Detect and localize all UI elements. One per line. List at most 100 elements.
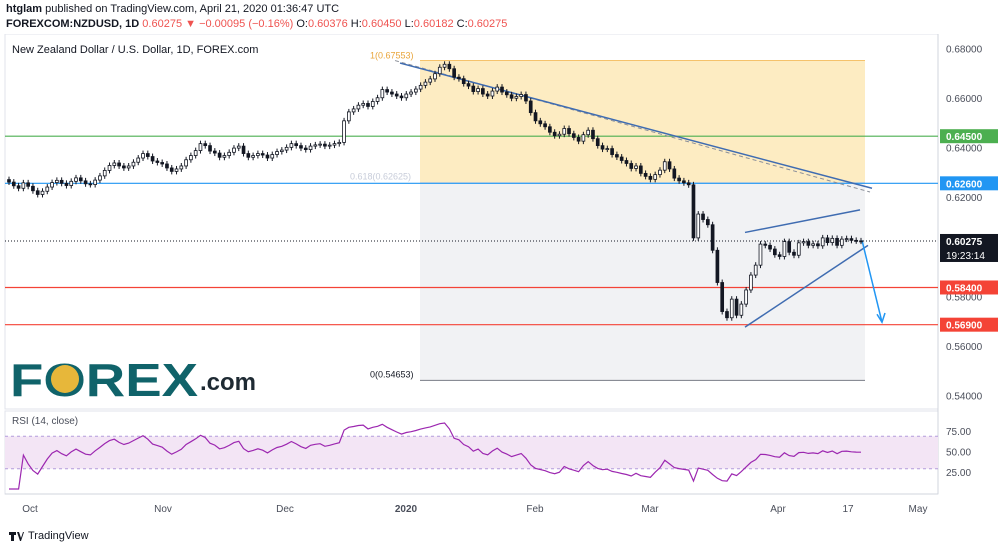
candle bbox=[98, 175, 102, 181]
candle bbox=[40, 190, 45, 195]
candle bbox=[629, 163, 634, 169]
candle bbox=[638, 165, 643, 174]
candle bbox=[806, 241, 811, 246]
candle bbox=[715, 249, 720, 283]
level-badge-label: 0.62600 bbox=[946, 179, 983, 190]
candle bbox=[624, 160, 629, 164]
candle bbox=[605, 148, 610, 150]
candle bbox=[414, 88, 418, 93]
candle bbox=[648, 175, 653, 180]
candle bbox=[495, 86, 500, 92]
candle bbox=[212, 150, 217, 154]
fib-label-1: 1(0.67553) bbox=[370, 50, 414, 60]
candle bbox=[595, 138, 600, 147]
open-label: O: bbox=[296, 18, 308, 30]
candle bbox=[773, 248, 777, 256]
low-label: L: bbox=[404, 18, 414, 30]
candle bbox=[691, 184, 696, 239]
candle bbox=[729, 298, 734, 319]
wedge-lower-line[interactable] bbox=[744, 244, 869, 328]
candle bbox=[777, 254, 782, 257]
candle bbox=[260, 153, 265, 156]
candle bbox=[725, 311, 729, 319]
candle bbox=[524, 94, 528, 102]
tradingview-brand[interactable]: TradingView bbox=[28, 530, 89, 542]
candle bbox=[184, 159, 188, 167]
candle bbox=[93, 179, 97, 185]
candle bbox=[174, 168, 179, 172]
symbol-info-line: FOREXCOM:NZDUSD, 1D 0.60275 ▼ −0.00095 (… bbox=[6, 18, 507, 30]
candle bbox=[437, 66, 442, 75]
projection-arrow bbox=[861, 240, 883, 323]
candle bbox=[126, 165, 131, 169]
author-name[interactable]: htglam bbox=[6, 3, 43, 15]
tradingview-footer: TradingView bbox=[8, 530, 89, 542]
descending-trendline[interactable] bbox=[399, 62, 873, 190]
publish-info: htglam published on TradingView.com, Apr… bbox=[6, 3, 339, 15]
candle bbox=[150, 156, 155, 162]
candle bbox=[337, 142, 342, 145]
candle bbox=[682, 180, 686, 184]
last-price-badge bbox=[940, 233, 998, 262]
fib-zone-lower bbox=[420, 182, 865, 381]
candle bbox=[820, 237, 825, 247]
time-tick-label: 17 bbox=[842, 504, 854, 515]
candle bbox=[485, 93, 490, 97]
candle bbox=[347, 111, 351, 122]
candle bbox=[423, 81, 428, 86]
candle bbox=[375, 97, 380, 102]
candle bbox=[600, 145, 605, 150]
candle bbox=[78, 177, 83, 182]
price-tick-label: 0.62000 bbox=[946, 193, 983, 204]
fib-zone-upper bbox=[420, 60, 865, 183]
last-price: 0.60275 bbox=[142, 18, 183, 30]
candle bbox=[533, 112, 538, 122]
candle bbox=[447, 63, 452, 70]
candle bbox=[418, 84, 423, 90]
time-tick-label: Nov bbox=[154, 504, 172, 515]
candle bbox=[433, 73, 437, 80]
candle bbox=[562, 128, 567, 135]
candle bbox=[749, 274, 753, 291]
candle bbox=[169, 167, 174, 172]
candle bbox=[787, 241, 792, 253]
candle bbox=[50, 182, 54, 188]
candle bbox=[165, 163, 169, 169]
candle bbox=[26, 182, 30, 187]
price-tick-label: 0.54000 bbox=[946, 392, 983, 403]
rsi-legend-label: RSI (14, close) bbox=[12, 416, 78, 427]
close-value: 0.60275 bbox=[467, 18, 508, 30]
candle bbox=[619, 156, 624, 161]
candle bbox=[193, 150, 198, 156]
rsi-line[interactable] bbox=[9, 422, 862, 490]
candle bbox=[782, 241, 787, 257]
candle bbox=[222, 155, 227, 158]
candle bbox=[567, 128, 571, 135]
candle bbox=[763, 243, 768, 246]
fib-label-0618: 0.618(0.62625) bbox=[350, 172, 411, 182]
candle bbox=[251, 155, 255, 158]
candle bbox=[705, 219, 710, 226]
price-chart[interactable]: 1(0.67553) 0.618(0.62625) 0(0.54653) 0.6800… bbox=[0, 34, 1000, 524]
wedge-upper-line[interactable] bbox=[744, 209, 861, 234]
candle bbox=[552, 131, 557, 137]
candle bbox=[394, 93, 399, 97]
candle bbox=[21, 182, 26, 189]
candle bbox=[500, 86, 504, 93]
candle bbox=[490, 90, 495, 97]
level-badge-label: 0.56900 bbox=[946, 321, 983, 332]
candle bbox=[366, 103, 370, 107]
price-change: −0.00095 (−0.16%) bbox=[199, 18, 294, 30]
candle bbox=[356, 104, 361, 110]
diagonal-dashed-line[interactable] bbox=[394, 60, 871, 193]
candle bbox=[208, 145, 212, 152]
candle bbox=[835, 237, 839, 246]
candle bbox=[672, 168, 677, 179]
price-tick-label: 0.64000 bbox=[946, 144, 983, 155]
candle bbox=[361, 103, 366, 106]
candle bbox=[710, 224, 715, 251]
candle bbox=[45, 186, 50, 192]
candle bbox=[88, 183, 93, 186]
rsi-tick-label: 50.00 bbox=[946, 448, 971, 459]
candle bbox=[55, 179, 59, 183]
